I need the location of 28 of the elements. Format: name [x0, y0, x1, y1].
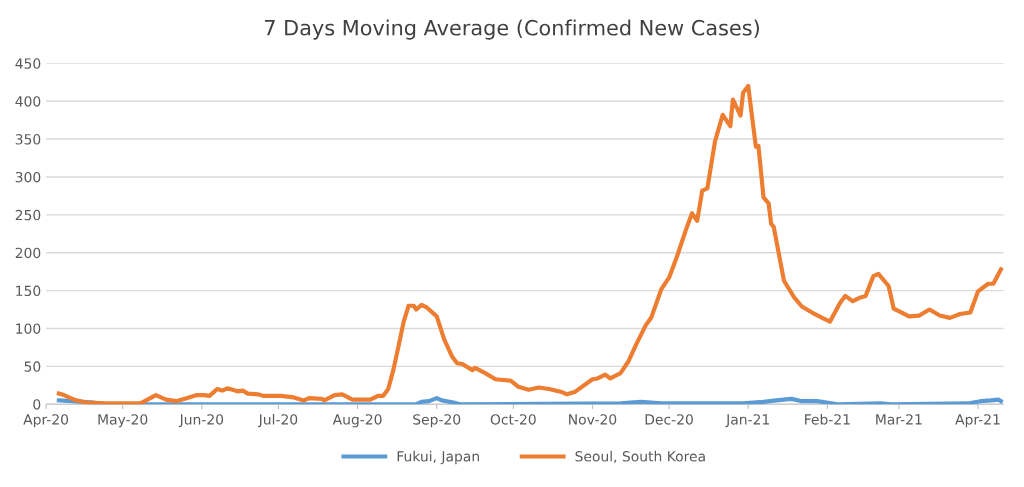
y-tick-label: 0	[33, 399, 41, 410]
y-tick-label: 250	[15, 209, 41, 221]
x-tick-label: Jul-20	[257, 413, 298, 428]
x-tick-label: Aug-20	[332, 414, 382, 428]
legend-label: Seoul, South Korea	[575, 450, 705, 463]
x-tick-label: May-20	[98, 414, 148, 428]
line-series	[56, 396, 1004, 405]
x-tick-label: Jan-21	[725, 414, 769, 428]
y-tick-label: 150	[16, 285, 41, 297]
y-tick-label: 100	[16, 323, 41, 334]
x-tick-label: Apr-20	[23, 414, 69, 428]
x-tick-label: Dec-20	[645, 414, 693, 425]
line-series	[56, 83, 1004, 405]
y-tick-label: 50	[24, 361, 41, 372]
x-tick-label: Oct-20	[490, 414, 536, 425]
y-tick-label: 200	[15, 247, 41, 259]
x-tick-label: Nov-20	[569, 414, 617, 425]
x-tick-label: Mar-21	[876, 414, 922, 425]
legend-label: Fukui, Japan	[397, 450, 479, 465]
x-tick-label: Jun-20	[178, 414, 224, 428]
x-tick-label: Feb-21	[805, 413, 850, 425]
chart-title: 7 Days Moving Average (Confirmed New Cases)	[264, 19, 759, 40]
y-tick-label: 450	[15, 58, 41, 69]
y-tick-label: 350	[15, 134, 41, 145]
y-tick-label: 300	[15, 171, 41, 183]
x-tick-label: Sep-20	[413, 414, 461, 428]
x-tick-label: Apr-21	[955, 414, 1000, 428]
y-tick-label: 400	[15, 96, 41, 107]
